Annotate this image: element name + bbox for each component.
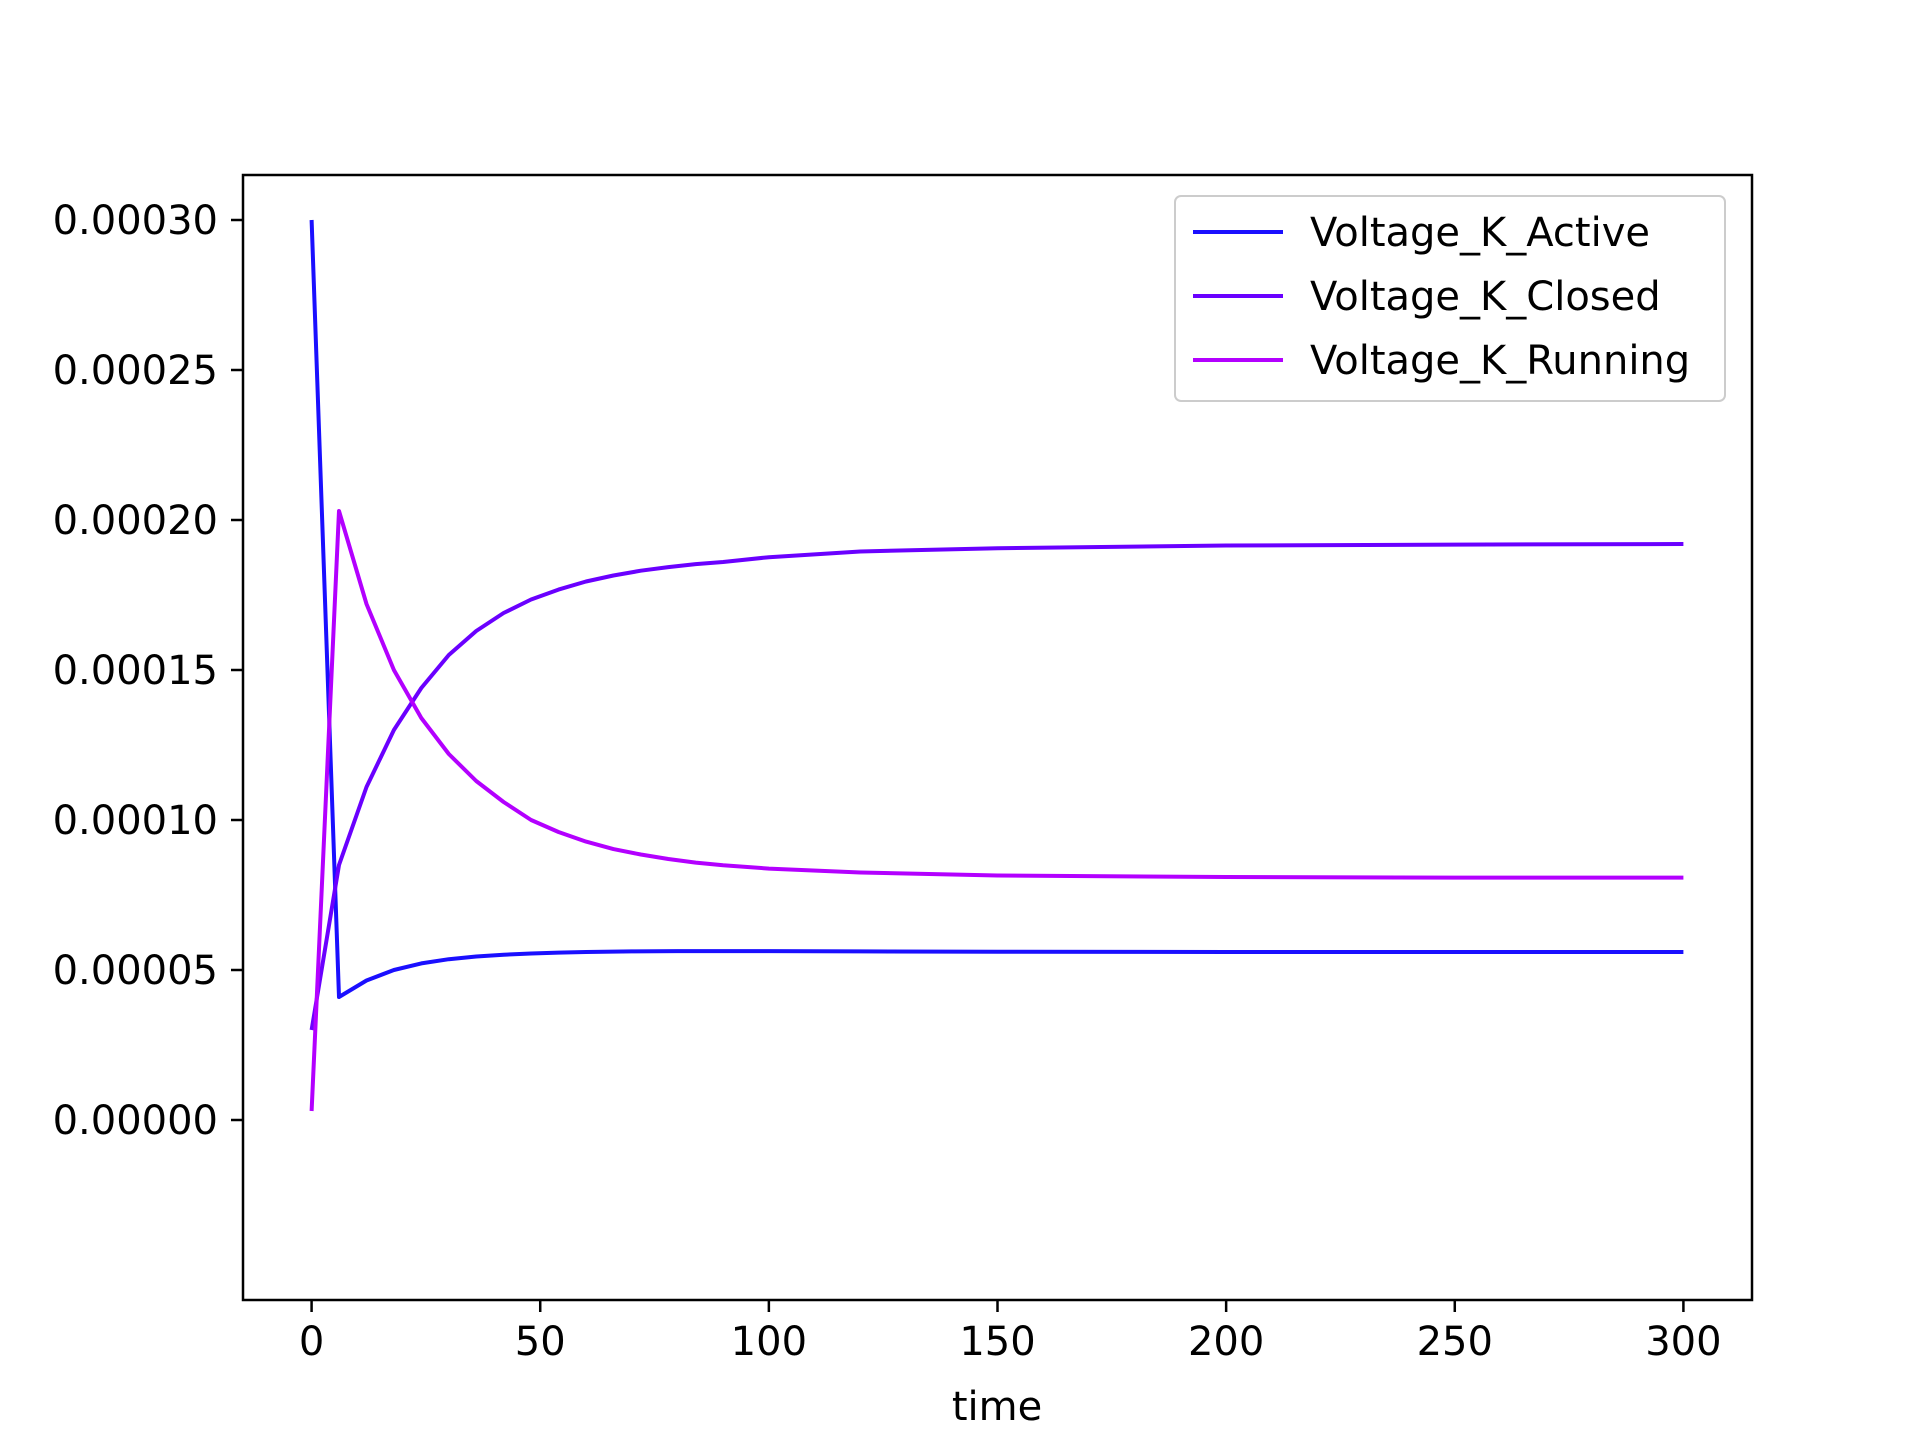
y-tick-label: 0.00005	[53, 948, 218, 994]
y-tick-label: 0.00020	[53, 498, 218, 544]
y-tick-label: 0.00025	[53, 348, 218, 394]
legend-box	[1174, 195, 1726, 402]
x-tick-label: 150	[959, 1319, 1035, 1365]
legend-label-2: Voltage_K_Running	[1310, 338, 1690, 384]
y-tick-label: 0.00010	[53, 798, 218, 844]
plot-area	[309, 219, 1684, 1112]
x-tick-label: 300	[1645, 1319, 1721, 1365]
x-tick-label: 0	[299, 1319, 324, 1365]
x-tick-label: 50	[515, 1319, 566, 1365]
y-tick-label: 0.00030	[53, 198, 218, 244]
x-tick-label: 100	[731, 1319, 807, 1365]
legend-label-1: Voltage_K_Closed	[1310, 274, 1661, 320]
legend: Voltage_K_Active Voltage_K_Closed Voltage_…	[1174, 195, 1726, 402]
y-tick-label: 0.00015	[53, 648, 218, 694]
x-tick-label: 250	[1417, 1319, 1493, 1365]
x-axis-label: time	[952, 1384, 1042, 1430]
y-tick-label: 0.00000	[53, 1098, 218, 1144]
series-line-2	[309, 509, 1684, 1112]
x-tick-label: 200	[1188, 1319, 1264, 1365]
series-line-0	[309, 219, 1684, 999]
legend-label-0: Voltage_K_Active	[1310, 210, 1650, 256]
y-axis: 0.00000 0.00005 0.00010 0.00015 0.00020 0.000…	[53, 198, 243, 1144]
series-line-1	[309, 542, 1684, 1031]
x-axis: 0 50 100 150 200 250 300	[299, 1300, 1722, 1365]
